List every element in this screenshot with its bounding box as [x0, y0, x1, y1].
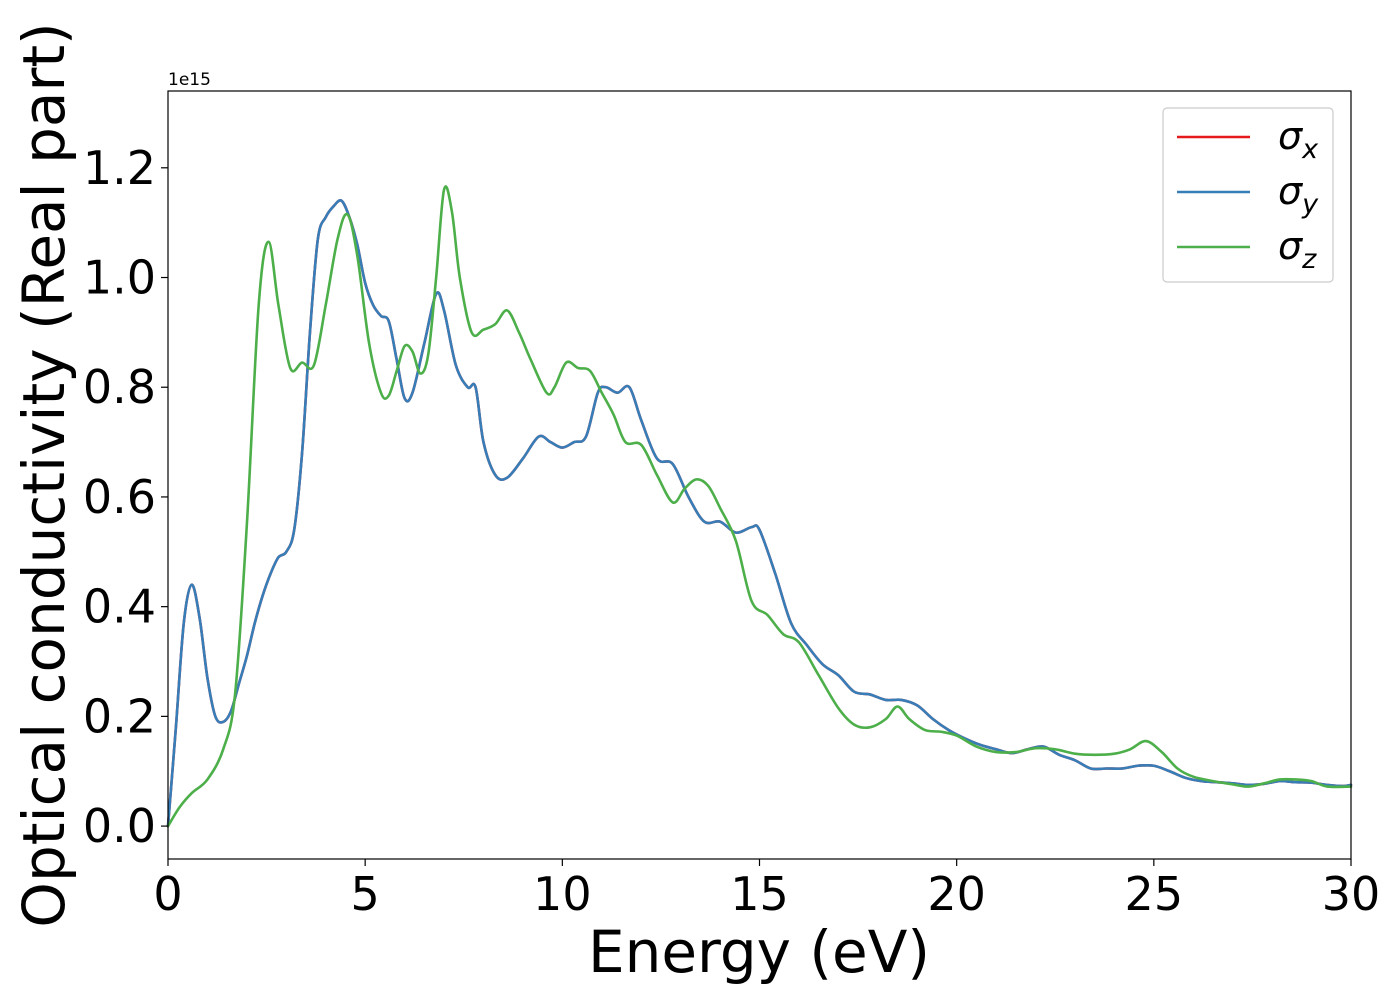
- x-tick-label: 15: [730, 867, 789, 921]
- series-line-3: [166, 185, 1353, 828]
- x-tick-label: 20: [927, 867, 986, 921]
- y-tick-label: 0.0: [83, 799, 156, 853]
- y-tick-label: 1.0: [83, 251, 156, 305]
- y-tick-label: 0.6: [83, 470, 156, 524]
- x-axis-ticks: 0 5 10 15 20 25 30: [153, 859, 1380, 921]
- x-tick-label: 25: [1125, 867, 1184, 921]
- x-tick-label: 30: [1322, 867, 1381, 921]
- legend-box: [1162, 107, 1334, 283]
- legend-label: σy: [1278, 169, 1319, 220]
- series-line-1: [166, 199, 1353, 828]
- y-tick-label: 0.4: [83, 580, 156, 634]
- y-tick-label: 0.2: [83, 689, 156, 743]
- y-axis-label: Optical conductivity (Real part): [10, 22, 78, 927]
- x-tick-label: 0: [153, 867, 182, 921]
- y-tick-label: 1.2: [83, 141, 156, 195]
- y-tick-label: 0.8: [83, 360, 156, 414]
- y-axis-ticks: 0.0 0.2 0.4 0.6 0.8 1.0 1.2: [83, 141, 168, 853]
- series-line-2: [166, 199, 1353, 828]
- legend-label: σx: [1278, 114, 1319, 165]
- x-tick-label: 5: [351, 867, 380, 921]
- x-axis-label: Energy (eV): [588, 918, 930, 986]
- x-tick-label: 10: [533, 867, 592, 921]
- legend-label: σz: [1278, 224, 1317, 275]
- series-layer: [166, 185, 1353, 828]
- y-offset-label: 1e15: [168, 70, 211, 90]
